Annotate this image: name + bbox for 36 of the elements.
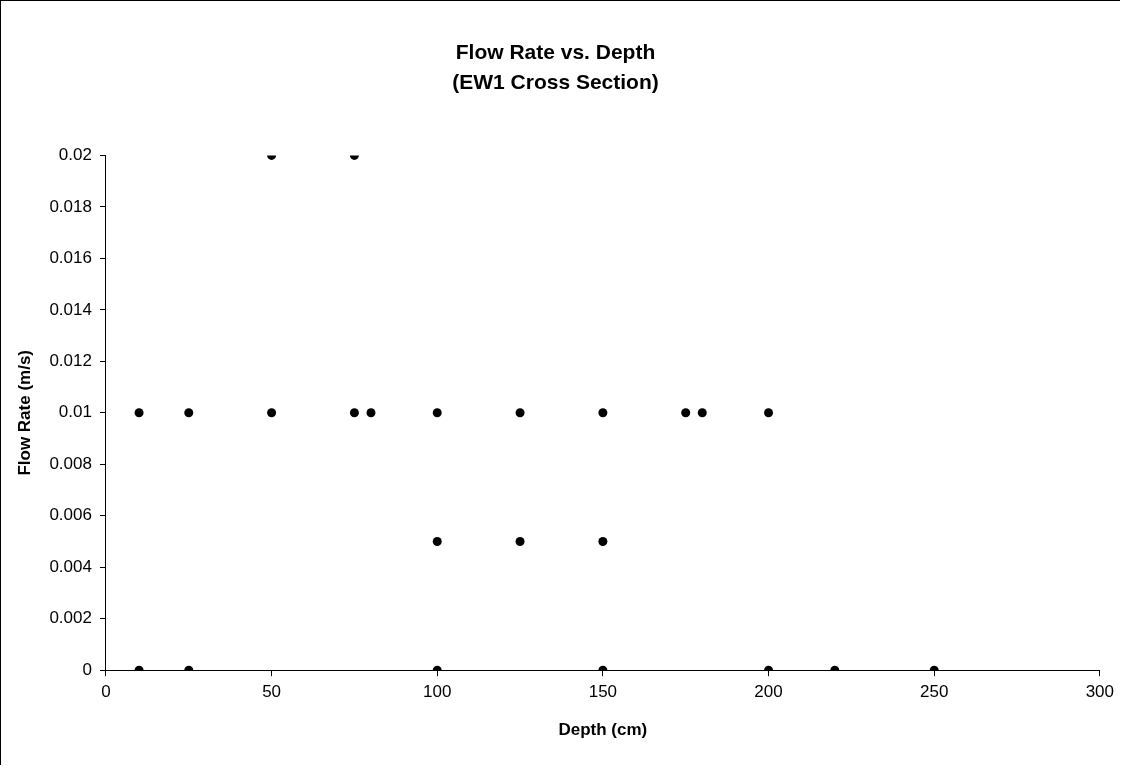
point	[515, 408, 525, 418]
x-tick-label: 0	[101, 682, 111, 702]
y-tick-label: 0.008	[49, 453, 92, 473]
y-tick-label: 0.014	[49, 299, 92, 319]
point	[764, 408, 774, 418]
y-tick-label: 0.01	[58, 402, 92, 422]
x-axis-title: Depth (cm)	[558, 720, 648, 740]
x-tick-label: 300	[1085, 682, 1115, 702]
point	[515, 537, 525, 546]
y-tick-label: 0.02	[58, 145, 92, 165]
point	[432, 408, 442, 418]
point	[598, 408, 608, 418]
point	[134, 408, 144, 418]
point	[267, 408, 277, 418]
x-tick-label: 100	[423, 682, 452, 702]
y-tick-label: 0.012	[49, 351, 92, 371]
point	[184, 408, 194, 418]
point	[598, 537, 608, 546]
x-tick-label: 50	[262, 682, 282, 702]
point	[697, 408, 707, 418]
point	[366, 408, 376, 418]
y-tick-label: 0	[82, 659, 92, 679]
x-tick-label: 250	[919, 682, 949, 702]
y-tick-label: 0.004	[49, 556, 92, 576]
chart-subtitle: (EW1 Cross Section)	[452, 69, 659, 93]
chart-title: Flow Rate vs. Depth	[455, 40, 656, 64]
point	[349, 408, 359, 418]
y-axis-title: Flow Rate (m/s)	[14, 349, 34, 476]
point	[432, 537, 442, 546]
x-tick-label: 200	[754, 682, 783, 702]
point	[681, 408, 691, 418]
y-tick-label: 0.006	[49, 505, 92, 525]
y-tick-label: 0.016	[49, 248, 92, 268]
x-tick-label: 150	[588, 682, 618, 702]
y-tick-label: 0.018	[49, 196, 92, 216]
y-tick-label: 0.002	[49, 608, 92, 628]
